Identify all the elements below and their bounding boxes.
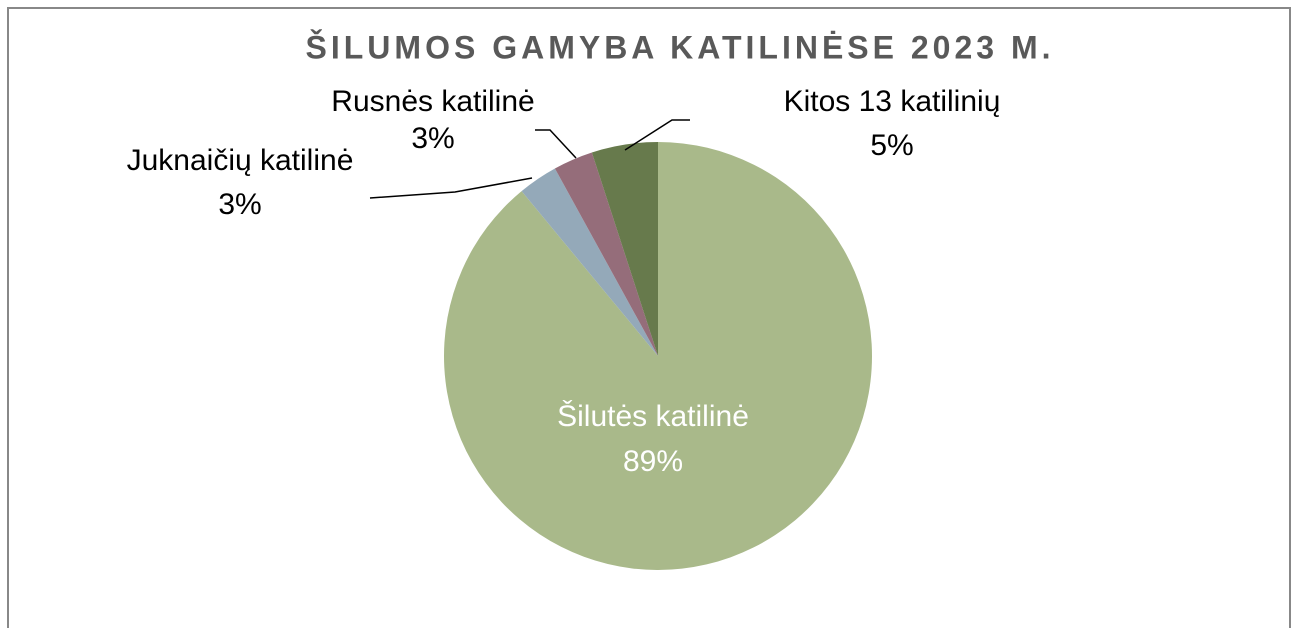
pie-slice (521, 168, 658, 356)
slices (443, 142, 872, 571)
pie-slice (554, 152, 658, 356)
slice-label: Juknaičių katilinė (127, 144, 354, 177)
slice-value-label: 3% (218, 188, 261, 221)
slice-value-label: 5% (870, 129, 913, 162)
pie-slice (591, 142, 658, 356)
leader-line (535, 129, 577, 159)
leader-line (369, 177, 533, 199)
pie-slice (443, 142, 872, 571)
slice-value-label: 89% (623, 445, 683, 478)
slice-label: Rusnės katilinė (331, 85, 534, 118)
slice-label: Kitos 13 katilinių (784, 85, 1001, 118)
slice-value-label: 3% (411, 122, 454, 155)
chart-title: ŠILUMOS GAMYBA KATILINĖSE 2023 M. (306, 29, 1055, 65)
slice-label: Šilutės katilinė (557, 399, 749, 433)
leader-line (624, 119, 690, 151)
